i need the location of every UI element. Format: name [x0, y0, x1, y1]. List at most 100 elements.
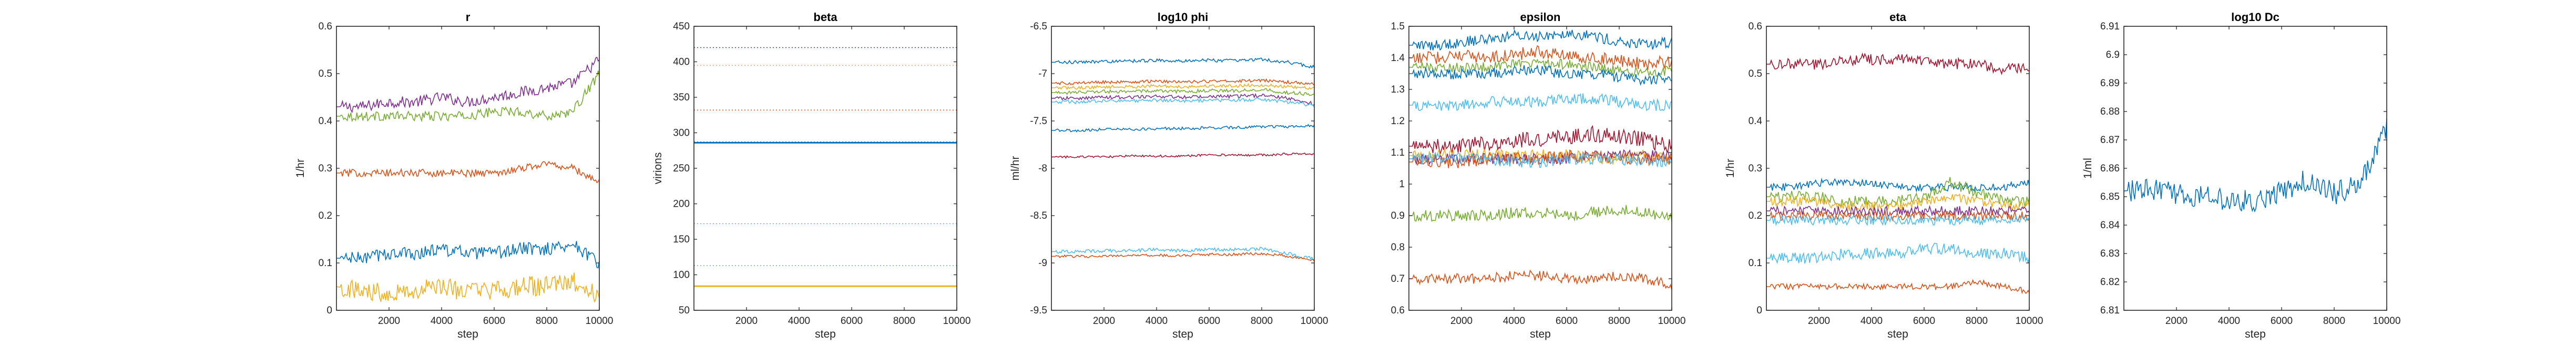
x-tick-label: 8000 [2323, 316, 2345, 327]
x-axis-label: step [1172, 328, 1193, 340]
y-tick-label: 0.6 [1391, 305, 1405, 316]
y-tick-label: 1 [1399, 179, 1405, 190]
series-line-8 [1766, 279, 2029, 295]
y-tick-label: 0.9 [1391, 210, 1405, 221]
series-line-4 [1766, 205, 2029, 217]
x-axis-label: step [1530, 328, 1551, 340]
y-tick-label: 200 [673, 199, 690, 210]
axes-box [1408, 26, 1672, 311]
series-line-0 [2124, 118, 2387, 213]
panel-title: beta [813, 11, 837, 24]
plot-area [336, 26, 599, 310]
series-line-2 [1051, 83, 1314, 90]
y-tick-label: 350 [673, 92, 690, 103]
series-line-0 [336, 56, 599, 114]
series-line-5 [1051, 97, 1314, 108]
y-tick-label: 0.1 [1749, 258, 1762, 269]
series-line-3 [1409, 64, 1672, 86]
x-tick-label: 8000 [1608, 316, 1630, 327]
panel-5: 2000 4000 6000 8000 10000 6.81 6.82 6.83 6.84 6.8… [2082, 11, 2400, 340]
x-tick-label: 10000 [2373, 316, 2401, 327]
x-tick-label: 2000 [735, 316, 758, 327]
y-axis-label: virions [652, 153, 664, 185]
x-axis-label: step [815, 328, 836, 340]
series-line-11 [1409, 269, 1672, 290]
y-tick-label: 0 [326, 305, 332, 316]
y-tick-label: 6.86 [2100, 163, 2120, 174]
series-line-9 [1051, 251, 1314, 262]
panel-4: 2000 4000 6000 8000 10000 0 0.1 0.2 0.3 0.4 0.5 0.6… [1724, 11, 2043, 340]
series-line-1 [1409, 45, 1672, 70]
y-axis-label: 1/ml [2082, 158, 2094, 179]
y-tick-label: -6.5 [1030, 21, 1047, 32]
y-tick-label: 6.89 [2100, 78, 2120, 89]
y-tick-label: 1.2 [1391, 116, 1405, 127]
plot-area [694, 26, 957, 310]
plot-area [2124, 26, 2387, 310]
y-tick-label: 6.85 [2100, 191, 2120, 202]
series-line-4 [1051, 93, 1314, 106]
series-line-9 [1409, 152, 1672, 168]
series-line-3 [336, 240, 599, 269]
x-axis-label: step [1887, 328, 1908, 340]
series-line-6 [1409, 148, 1672, 165]
series-line-3 [1051, 88, 1314, 96]
series-line-8 [1051, 247, 1314, 261]
x-tick-label: 8000 [536, 316, 558, 327]
series-group [694, 47, 957, 287]
plot-area [1766, 26, 2029, 310]
x-tick-label: 10000 [586, 316, 614, 327]
x-tick-label: 6000 [483, 316, 505, 327]
x-tick-label: 4000 [1146, 316, 1168, 327]
series-group [2124, 118, 2387, 213]
series-line-1 [1766, 177, 2029, 193]
x-tick-label: 6000 [2271, 316, 2293, 327]
x-tick-label: 6000 [841, 316, 863, 327]
panel-2: 2000 4000 6000 8000 10000 -9.5 -9 -8.5 -8 -7.5 -7 -… [1009, 11, 1328, 340]
x-axis-label: step [457, 328, 478, 340]
series-line-6 [1766, 214, 2029, 227]
y-tick-label: 6.81 [2100, 305, 2120, 316]
x-tick-label: 2000 [1450, 316, 1473, 327]
panel-title: eta [1889, 11, 1907, 24]
y-tick-label: 250 [673, 163, 690, 174]
x-tick-label: 8000 [1251, 316, 1273, 327]
panel-3: 2000 4000 6000 8000 10000 0.6 0.7 0.8 0.9 1 1.1 1.2… [1391, 11, 1686, 340]
x-tick-label: 2000 [1808, 316, 1830, 327]
series-group [336, 56, 599, 303]
y-tick-label: 0.4 [319, 116, 333, 127]
series-line-8 [1409, 149, 1672, 169]
x-tick-label: 10000 [1658, 316, 1686, 327]
y-tick-label: 0.5 [319, 68, 332, 79]
x-tick-label: 2000 [378, 316, 400, 327]
series-line-2 [336, 161, 599, 184]
x-tick-label: 6000 [1198, 316, 1220, 327]
x-tick-label: 2000 [2165, 316, 2187, 327]
y-tick-label: 0.8 [1391, 242, 1405, 253]
series-group [1766, 52, 2029, 295]
x-tick-label: 10000 [1301, 316, 1328, 327]
panel-0: 2000 4000 6000 8000 10000 0 0.1 0.2 0.3 0.4 0.5 0.6… [294, 11, 613, 340]
panel-title: log10 phi [1158, 11, 1209, 24]
series-line-4 [336, 272, 599, 303]
series-line-1 [1051, 78, 1314, 86]
y-tick-label: 400 [673, 57, 690, 68]
x-tick-label: 8000 [893, 316, 915, 327]
series-line-3 [1766, 193, 2029, 211]
y-tick-label: 150 [673, 234, 690, 245]
panel-title: epsilon [1520, 11, 1560, 24]
x-tick-label: 4000 [1503, 316, 1525, 327]
y-tick-label: -9.5 [1030, 305, 1047, 316]
y-tick-label: 0.1 [319, 258, 332, 269]
y-tick-label: 50 [679, 305, 690, 316]
y-axis-label: 1/hr [294, 159, 306, 178]
y-tick-label: -8 [1038, 163, 1047, 174]
y-tick-label: 0.7 [1391, 273, 1405, 285]
y-tick-label: 0.5 [1749, 68, 1762, 79]
y-tick-label: 6.91 [2100, 21, 2120, 32]
y-tick-label: -8.5 [1030, 210, 1047, 221]
series-line-2 [1766, 177, 2029, 208]
series-line-5 [1409, 125, 1672, 156]
y-tick-label: 6.82 [2100, 277, 2120, 288]
